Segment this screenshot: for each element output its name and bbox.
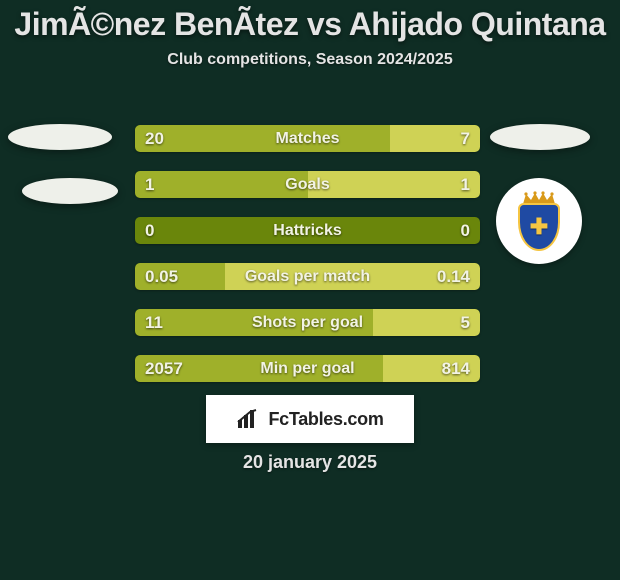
comparison-rows: 207Matches11Goals00Hattricks0.050.14Goal… xyxy=(135,125,480,382)
value-left: 0.05 xyxy=(145,267,178,287)
value-right: 814 xyxy=(442,359,470,379)
stat-row: 0.05 0.14 Goals per match xyxy=(135,263,480,290)
metric-label: Hattricks xyxy=(273,222,341,240)
player-left-photo-placeholder-1 xyxy=(8,124,112,150)
player-right-photo-placeholder xyxy=(490,124,590,150)
value-right: 0 xyxy=(461,221,470,241)
bar-left xyxy=(135,125,390,152)
fctables-watermark[interactable]: FcTables.com xyxy=(206,395,414,443)
value-left: 11 xyxy=(145,313,163,333)
value-left: 0 xyxy=(145,221,154,241)
metric-label: Goals xyxy=(285,176,329,194)
stat-row: 20 7 Matches xyxy=(135,125,480,152)
club-badge-right: ✚ xyxy=(496,178,582,264)
stat-row: 1 1 Goals xyxy=(135,171,480,198)
metric-label: Shots per goal xyxy=(252,314,363,332)
club-crest: ✚ xyxy=(518,191,560,251)
value-left: 20 xyxy=(145,129,164,149)
value-right: 5 xyxy=(461,313,470,333)
metric-label: Matches xyxy=(275,130,339,148)
cross-icon: ✚ xyxy=(530,216,548,238)
value-left: 1 xyxy=(145,175,154,195)
subtitle: Club competitions, Season 2024/2025 xyxy=(0,51,620,69)
player-left-photo-placeholder-2 xyxy=(22,178,118,204)
fctables-label: FcTables.com xyxy=(268,409,383,430)
bar-left xyxy=(135,171,308,198)
value-left: 2057 xyxy=(145,359,183,379)
metric-label: Goals per match xyxy=(245,268,370,286)
value-right: 0.14 xyxy=(437,267,470,287)
stat-row: 0 0 Hattricks xyxy=(135,217,480,244)
metric-label: Min per goal xyxy=(260,360,354,378)
datestamp: 20 january 2025 xyxy=(243,452,377,473)
bar-right xyxy=(308,171,481,198)
fctables-logo-icon xyxy=(236,408,262,430)
value-right: 7 xyxy=(461,129,470,149)
page-title: JimÃ©nez BenÃ­tez vs Ahijado Quintana xyxy=(0,0,620,43)
stat-row: 2057 814 Min per goal xyxy=(135,355,480,382)
shield-icon: ✚ xyxy=(518,203,560,251)
value-right: 1 xyxy=(461,175,470,195)
stat-row: 11 5 Shots per goal xyxy=(135,309,480,336)
